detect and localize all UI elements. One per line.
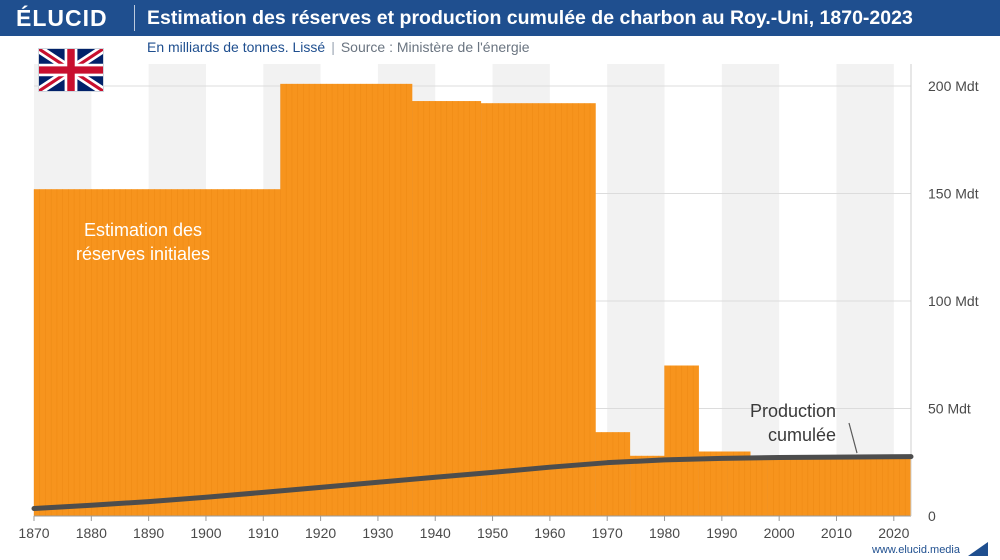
x-tick-label: 1930 — [362, 525, 393, 541]
header-bar: ÉLUCID Estimation des réserves et produc… — [0, 0, 1000, 36]
y-tick-label: 150 Mdt — [928, 186, 979, 202]
x-tick-label: 1920 — [305, 525, 336, 541]
decade-band — [836, 64, 894, 516]
production-annotation: cumulée — [768, 425, 836, 445]
x-tick-label: 2000 — [764, 525, 795, 541]
uk-flag-icon — [38, 48, 104, 92]
x-tick-label: 1870 — [18, 525, 49, 541]
x-tick-label: 1950 — [477, 525, 508, 541]
chart-subtitle: En milliards de tonnes. Lissé — [147, 39, 326, 55]
production-leader-line — [848, 422, 858, 454]
x-tick-label: 1970 — [592, 525, 623, 541]
x-tick-label: 1880 — [76, 525, 107, 541]
reserves-texture — [33, 83, 906, 516]
x-tick-label: 1960 — [534, 525, 565, 541]
reserves-bar — [767, 457, 911, 516]
y-tick-label: 50 Mdt — [928, 401, 971, 417]
x-tick-label: 2010 — [821, 525, 852, 541]
x-tick-label: 1910 — [248, 525, 279, 541]
x-tick-label: 2020 — [878, 525, 909, 541]
reserves-bar — [750, 455, 768, 516]
subtitle-row: En milliards de tonnes. Lissé | Source : M… — [147, 39, 530, 55]
x-tick-label: 1990 — [706, 525, 737, 541]
y-tick-label: 100 Mdt — [928, 293, 979, 309]
x-tick-label: 1890 — [133, 525, 164, 541]
reserves-annotation: réserves initiales — [76, 244, 210, 264]
x-tick-label: 1980 — [649, 525, 680, 541]
x-tick-label: 1940 — [420, 525, 451, 541]
production-line — [31, 454, 914, 511]
reserves-bar — [280, 83, 413, 516]
footer-url[interactable]: www.elucid.media — [871, 544, 960, 556]
reserves-bar — [698, 451, 728, 516]
elucid-arrow-icon — [968, 542, 988, 556]
production-annotation: Production — [750, 401, 836, 421]
x-tick-label: 1900 — [190, 525, 221, 541]
subtitle-separator: | — [331, 39, 335, 55]
chart-source: Source : Ministère de l'énergie — [340, 39, 530, 55]
brand-logo: ÉLUCID — [16, 4, 108, 31]
y-tick-label: 0 — [928, 508, 936, 524]
chart-title: Estimation des réserves et production cu… — [147, 6, 913, 29]
header-separator — [134, 5, 135, 31]
decade-band — [721, 64, 780, 516]
y-tick-label: 200 Mdt — [928, 78, 979, 94]
reserves-annotation: Estimation des — [84, 220, 202, 240]
reserves-bar — [34, 189, 281, 516]
